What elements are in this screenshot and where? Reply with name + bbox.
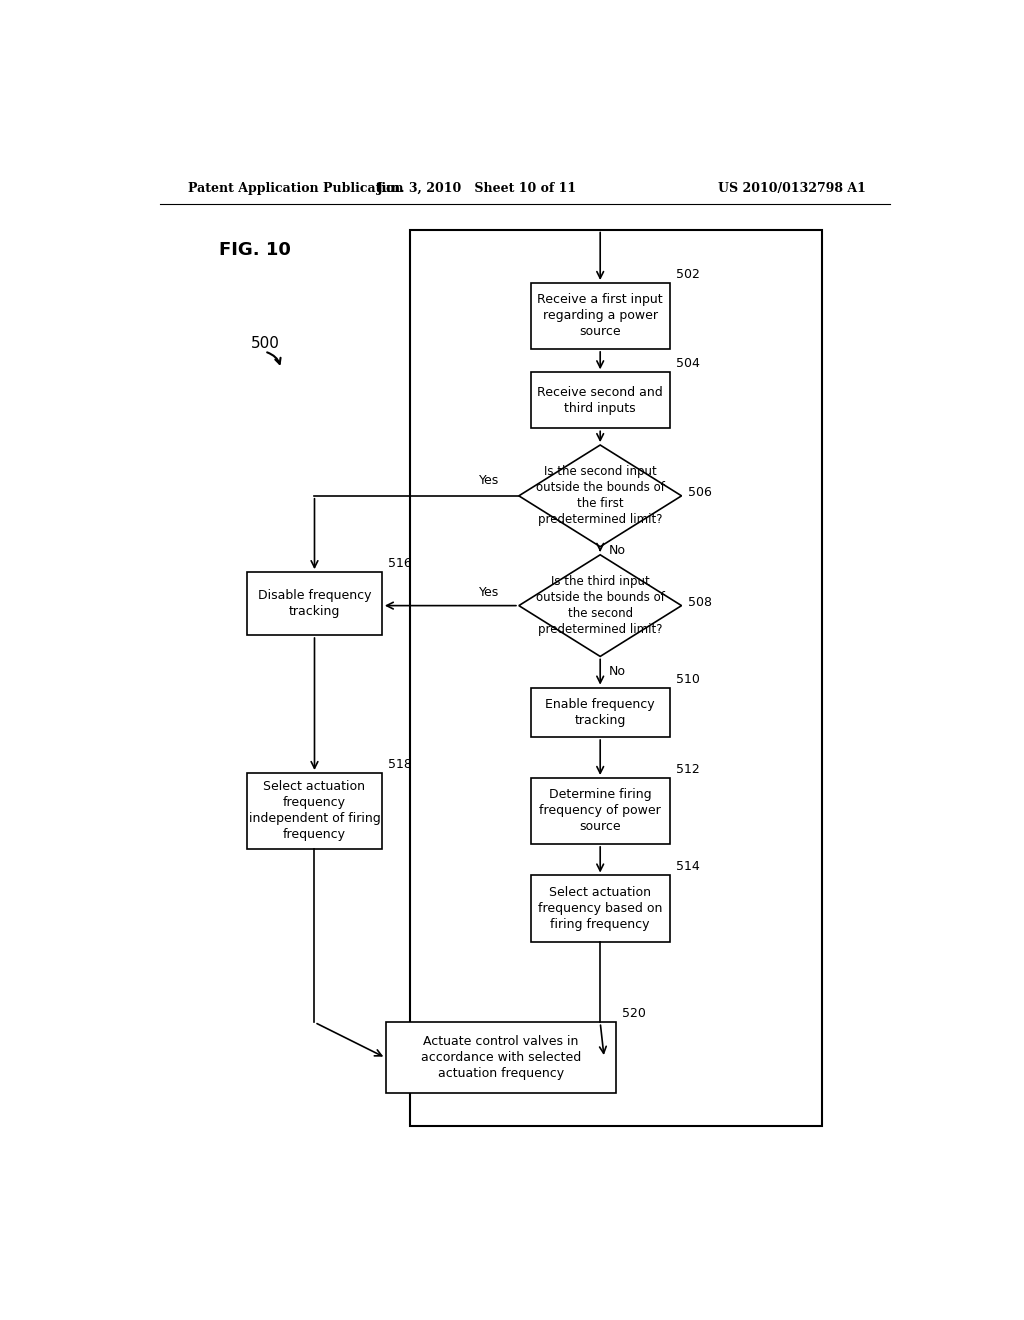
Text: Disable frequency
tracking: Disable frequency tracking — [258, 589, 372, 618]
Text: 512: 512 — [676, 763, 699, 776]
Text: Patent Application Publication: Patent Application Publication — [187, 182, 403, 195]
Text: Yes: Yes — [478, 474, 499, 487]
Text: 520: 520 — [623, 1007, 646, 1020]
Text: Is the second input
outside the bounds of
the first
predetermined limit?: Is the second input outside the bounds o… — [536, 466, 665, 527]
Text: Is the third input
outside the bounds of
the second
predetermined limit?: Is the third input outside the bounds of… — [536, 576, 665, 636]
Bar — [530, 282, 670, 348]
Bar — [530, 875, 670, 941]
Text: Receive a first input
regarding a power
source: Receive a first input regarding a power … — [538, 293, 663, 338]
Text: 516: 516 — [388, 557, 412, 570]
Polygon shape — [519, 554, 682, 656]
Bar — [530, 372, 670, 429]
Bar — [247, 572, 382, 635]
Bar — [410, 230, 822, 1126]
Text: 500: 500 — [251, 335, 280, 351]
Text: FIG. 10: FIG. 10 — [219, 240, 291, 259]
Text: Actuate control valves in
accordance with selected
actuation frequency: Actuate control valves in accordance wit… — [421, 1035, 581, 1080]
Bar — [247, 774, 382, 849]
Text: No: No — [609, 665, 626, 678]
Text: Enable frequency
tracking: Enable frequency tracking — [546, 698, 655, 727]
Text: 506: 506 — [688, 486, 712, 499]
Text: Select actuation
frequency based on
firing frequency: Select actuation frequency based on firi… — [538, 886, 663, 931]
Text: US 2010/0132798 A1: US 2010/0132798 A1 — [718, 182, 866, 195]
Text: 510: 510 — [676, 672, 699, 685]
Text: 514: 514 — [676, 861, 699, 874]
Text: Select actuation
frequency
independent of firing
frequency: Select actuation frequency independent o… — [249, 780, 380, 841]
Text: 508: 508 — [688, 597, 712, 609]
Bar — [530, 777, 670, 843]
Bar — [530, 688, 670, 737]
Text: No: No — [609, 544, 626, 557]
Text: 504: 504 — [676, 358, 699, 370]
Text: 518: 518 — [388, 758, 413, 771]
Text: Determine firing
frequency of power
source: Determine firing frequency of power sour… — [540, 788, 662, 833]
Text: Receive second and
third inputs: Receive second and third inputs — [538, 385, 664, 414]
Text: Yes: Yes — [478, 586, 499, 599]
Bar — [386, 1022, 616, 1093]
Text: Jun. 3, 2010   Sheet 10 of 11: Jun. 3, 2010 Sheet 10 of 11 — [377, 182, 578, 195]
Text: 502: 502 — [676, 268, 699, 281]
Polygon shape — [519, 445, 682, 546]
